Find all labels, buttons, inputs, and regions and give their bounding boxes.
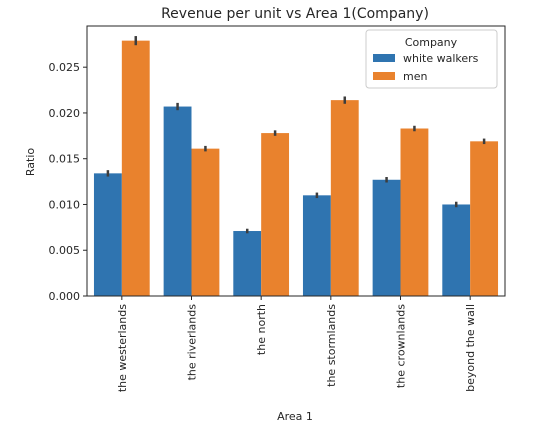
- bar-group: [93, 40, 499, 296]
- legend-title: Company: [405, 36, 458, 49]
- legend: Company white walkers men: [365, 29, 498, 89]
- y-tick-label: 0.020: [49, 107, 81, 120]
- bar-men-5: [470, 141, 499, 296]
- y-axis-ticks: 0.000 0.005 0.010 0.015 0.020 0.025: [49, 61, 87, 303]
- legend-label-men: men: [403, 70, 427, 83]
- y-tick-label: 0.010: [49, 198, 81, 211]
- bar-men-1: [191, 148, 220, 296]
- x-tick-label: beyond the wall: [464, 304, 477, 392]
- bar-white-walkers-2: [233, 231, 262, 296]
- bar-white-walkers-0: [93, 173, 122, 296]
- x-axis-label: Area 1: [277, 410, 313, 423]
- x-tick-label: the crownlands: [395, 304, 408, 388]
- chart-title: Revenue per unit vs Area 1(Company): [161, 6, 429, 22]
- bar-men-2: [261, 133, 290, 296]
- x-tick-label: the riverlands: [186, 304, 199, 381]
- legend-swatch-men: [373, 72, 395, 80]
- bar-men-4: [400, 128, 429, 296]
- y-tick-label: 0.015: [49, 153, 81, 166]
- bar-white-walkers-5: [442, 204, 471, 296]
- bar-white-walkers-1: [163, 106, 192, 296]
- y-tick-label: 0.025: [49, 61, 81, 74]
- x-tick-label: the stormlands: [325, 304, 338, 387]
- plot-frame: [86, 25, 506, 297]
- x-tick-label: the north: [255, 304, 268, 355]
- x-axis-ticks: the westerlands the riverlands the north th…: [116, 296, 477, 392]
- y-tick-label: 0.000: [49, 290, 81, 303]
- legend-swatch-white-walkers: [373, 54, 395, 62]
- legend-box: [365, 29, 498, 89]
- error-bar-group: [106, 36, 486, 234]
- bar-men-3: [330, 100, 359, 296]
- y-axis-label: Ratio: [24, 148, 37, 177]
- bar-white-walkers-4: [372, 179, 401, 296]
- x-tick-label: the westerlands: [116, 304, 129, 392]
- bar-men-0: [121, 40, 150, 296]
- bar-white-walkers-3: [302, 195, 331, 296]
- legend-label-white-walkers: white walkers: [403, 52, 479, 65]
- y-tick-label: 0.005: [49, 244, 81, 257]
